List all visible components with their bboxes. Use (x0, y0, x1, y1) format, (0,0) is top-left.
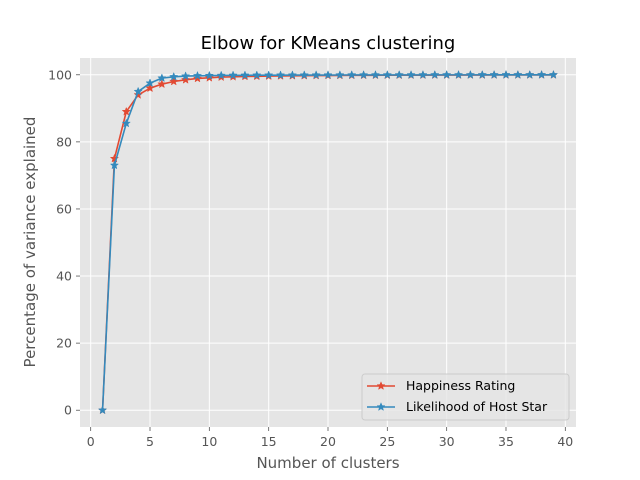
legend-label-happiness: Happiness Rating (406, 378, 515, 393)
legend-marker-host-star (376, 402, 386, 411)
series-marker-happiness-rating (121, 106, 131, 116)
y-tick-label: 100 (48, 67, 72, 82)
x-axis-label: Number of clusters (256, 454, 399, 472)
series-layer (97, 69, 559, 415)
x-tick-label: 35 (498, 434, 514, 449)
series-marker-likelihood-of-host-star (109, 160, 120, 170)
x-tick-label: 40 (557, 434, 573, 449)
series-marker-likelihood-of-host-star (370, 70, 381, 79)
series-marker-likelihood-of-host-star (299, 70, 309, 80)
series-marker-likelihood-of-host-star (536, 69, 547, 79)
series-marker-likelihood-of-host-star (501, 69, 511, 79)
series-marker-likelihood-of-host-star (418, 70, 428, 79)
series-marker-likelihood-of-host-star (489, 69, 499, 79)
y-tick-label: 40 (56, 269, 72, 284)
series-marker-likelihood-of-host-star (477, 69, 487, 79)
series-marker-likelihood-of-host-star (180, 71, 191, 81)
legend-box (361, 373, 570, 421)
series-likelihood-of-host-star (97, 69, 559, 415)
x-tick-label: 20 (320, 434, 336, 449)
series-marker-likelihood-of-host-star (465, 69, 476, 79)
series-marker-likelihood-of-host-star (121, 118, 131, 128)
series-marker-likelihood-of-host-star (382, 70, 392, 79)
series-marker-likelihood-of-host-star (430, 69, 440, 79)
legend-marker-happiness (376, 381, 386, 390)
series-marker-likelihood-of-host-star (335, 70, 345, 79)
series-marker-likelihood-of-host-star (406, 70, 416, 79)
series-marker-likelihood-of-host-star (453, 69, 464, 79)
series-marker-likelihood-of-host-star (133, 86, 143, 96)
tick-labels: 0 5 10 15 20 25 30 35 40 0 20 40 60 80 100 (48, 67, 573, 449)
series-marker-likelihood-of-host-star (97, 405, 108, 415)
series-marker-likelihood-of-host-star (204, 70, 214, 80)
x-tick-label: 0 (87, 434, 95, 449)
y-axis-label: Percentage of variance explained (21, 117, 39, 368)
x-tick-label: 25 (379, 434, 395, 449)
series-marker-happiness-rating (133, 90, 143, 99)
series-marker-likelihood-of-host-star (240, 70, 250, 80)
series-marker-likelihood-of-host-star (442, 69, 452, 79)
series-marker-happiness-rating (192, 73, 203, 83)
series-marker-likelihood-of-host-star (347, 70, 357, 79)
y-tick-label: 0 (64, 403, 72, 418)
legend-label-host-star: Likelihood of Host Star (406, 399, 548, 414)
y-tick-label: 20 (56, 336, 72, 351)
x-tick-label: 30 (439, 434, 455, 449)
series-marker-happiness-rating (145, 83, 155, 93)
y-tick-label: 80 (56, 134, 72, 149)
series-marker-happiness-rating (169, 76, 179, 86)
x-tick-label: 10 (201, 434, 217, 449)
series-marker-likelihood-of-host-star (228, 70, 238, 80)
series-marker-likelihood-of-host-star (192, 70, 203, 80)
series-marker-likelihood-of-host-star (513, 69, 523, 79)
series-marker-likelihood-of-host-star (323, 70, 333, 80)
series-marker-likelihood-of-host-star (358, 70, 369, 79)
series-marker-happiness-rating (180, 74, 191, 84)
x-tick-label: 15 (261, 434, 277, 449)
legend: Happiness Rating Likelihood of Host Star (361, 373, 570, 421)
y-tick-label: 60 (56, 201, 72, 216)
series-marker-likelihood-of-host-star (145, 78, 155, 88)
grid (80, 58, 576, 427)
series-marker-likelihood-of-host-star (252, 70, 262, 80)
x-tick-label: 5 (146, 434, 154, 449)
series-marker-happiness-rating (157, 79, 167, 89)
series-marker-likelihood-of-host-star (157, 73, 167, 83)
series-marker-likelihood-of-host-star (548, 69, 559, 79)
series-marker-likelihood-of-host-star (275, 70, 286, 80)
chart-title: Elbow for KMeans clustering (201, 33, 456, 54)
series-marker-likelihood-of-host-star (394, 70, 404, 79)
series-marker-likelihood-of-host-star (311, 70, 321, 80)
series-marker-likelihood-of-host-star (525, 69, 535, 79)
series-marker-likelihood-of-host-star (169, 71, 179, 81)
series-marker-likelihood-of-host-star (216, 70, 226, 80)
series-marker-likelihood-of-host-star (287, 70, 298, 80)
series-marker-likelihood-of-host-star (264, 70, 274, 80)
